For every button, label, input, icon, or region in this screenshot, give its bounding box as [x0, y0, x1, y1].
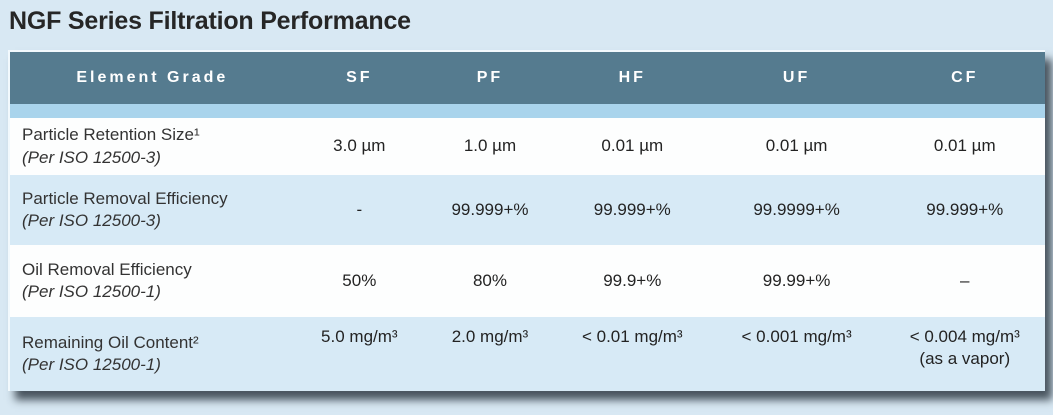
row-label: Particle Retention Size¹ (Per ISO 12500-… [10, 118, 295, 175]
row-label: Particle Removal Efficiency (Per ISO 125… [10, 175, 295, 245]
cell-value-sf: 3.0 µm [295, 118, 424, 175]
cell-value-pf: 99.999+% [424, 175, 556, 245]
row-label: Remaining Oil Content² (Per ISO 12500-1) [10, 317, 295, 391]
cell-value-text: 50% [342, 270, 377, 290]
row-label-note: (Per ISO 12500-3) [22, 211, 161, 230]
row-label-main: Oil Removal Efficiency [22, 259, 192, 279]
row-label-main: Remaining Oil Content² [22, 332, 199, 352]
cell-value-text: 80% [472, 270, 507, 290]
row-label: Oil Removal Efficiency (Per ISO 12500-1) [10, 245, 295, 317]
cell-value-hf: < 0.01 mg/m³ [556, 317, 709, 391]
cell-value-text: < 0.001 mg/m³ [741, 327, 852, 346]
cell-value-text: 5.0 mg/m³ [321, 327, 398, 346]
filtration-performance-table: Element Grade SF PF HF UF CF Particle Re… [8, 50, 1045, 391]
table-row-remaining-oil-content: Remaining Oil Content² (Per ISO 12500-1)… [10, 317, 1045, 391]
column-header-cf: CF [951, 68, 979, 86]
column-header-uf: UF [782, 68, 811, 86]
cell-value-text: 0.01 µm [933, 136, 996, 156]
cell-value-text: 0.01 µm [765, 136, 828, 156]
row-label-main: Particle Removal Efficiency [22, 188, 228, 208]
cell-value-text: 1.0 µm [463, 136, 517, 156]
cell-value-text: 99.9+% [603, 270, 662, 290]
table-row-oil-removal-efficiency: Oil Removal Efficiency (Per ISO 12500-1)… [10, 245, 1045, 317]
column-header-element-grade: Element Grade [76, 68, 229, 86]
column-header-hf: HF [618, 68, 646, 86]
table-header-row: Element Grade SF PF HF UF CF [10, 52, 1045, 104]
cell-value-text: 0.01 µm [601, 136, 664, 156]
cell-value-sf: - [295, 175, 424, 245]
cell-value-text: 99.999+% [451, 199, 529, 219]
cell-value-cf: < 0.004 mg/m³ (as a vapor) [885, 317, 1045, 391]
cell-value-text: – [960, 270, 970, 290]
cell-value-hf: 0.01 µm [556, 118, 709, 175]
cell-value-subtext: (as a vapor) [919, 349, 1011, 369]
row-label-note: (Per ISO 12500-3) [22, 147, 161, 167]
cell-value-uf: 99.99+% [709, 245, 885, 317]
page-title: NGF Series Filtration Performance [9, 7, 411, 35]
cell-value-hf: 99.9+% [556, 245, 709, 317]
cell-value-cf: 0.01 µm [885, 118, 1045, 175]
row-label-main: Particle Retention Size¹ [22, 125, 200, 145]
cell-value-uf: 0.01 µm [709, 118, 885, 175]
row-label-note: (Per ISO 12500-1) [22, 282, 161, 301]
cell-value-uf: < 0.001 mg/m³ [709, 317, 885, 391]
cell-value-text: 99.99+% [762, 270, 831, 290]
cell-value-text: - [356, 199, 363, 219]
cell-value-sf: 50% [295, 245, 424, 317]
column-header-pf: PF [476, 68, 504, 86]
cell-value-hf: 99.999+% [556, 175, 709, 245]
table-row-particle-removal-efficiency: Particle Removal Efficiency (Per ISO 125… [10, 175, 1045, 245]
row-label-note: (Per ISO 12500-1) [22, 355, 161, 374]
cell-value-text: 3.0 µm [333, 136, 386, 156]
cell-value-sf: 5.0 mg/m³ [295, 317, 424, 391]
cell-value-cf: – [885, 245, 1045, 317]
table-row-particle-retention-size: Particle Retention Size¹ (Per ISO 12500-… [10, 118, 1045, 175]
cell-value-pf: 1.0 µm [424, 118, 556, 175]
cell-value-text: 99.9999+% [753, 199, 840, 219]
cell-value-text: 99.999+% [593, 199, 671, 219]
cell-value-cf: 99.999+% [885, 175, 1045, 245]
cell-value-uf: 99.9999+% [709, 175, 885, 245]
cell-value-text: < 0.01 mg/m³ [581, 327, 683, 346]
header-separator-band [10, 104, 1045, 118]
column-header-sf: SF [346, 68, 373, 86]
cell-value-text: 99.999+% [926, 199, 1004, 219]
cell-value-pf: 80% [424, 245, 556, 317]
cell-value-text: 2.0 mg/m³ [451, 327, 529, 346]
cell-value-text: < 0.004 mg/m³ [909, 327, 1020, 346]
cell-value-pf: 2.0 mg/m³ [424, 317, 556, 391]
